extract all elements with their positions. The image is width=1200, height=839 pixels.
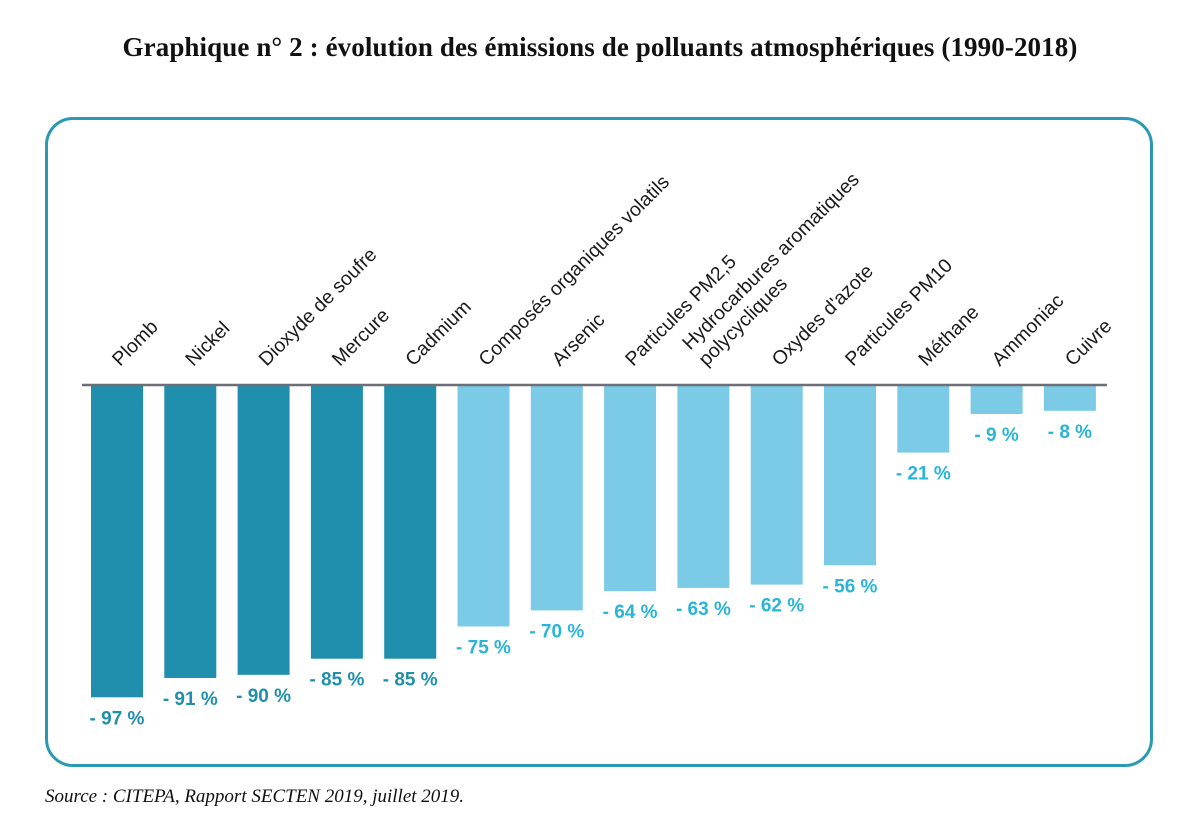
category-label-3: Mercure xyxy=(328,304,394,370)
value-label-12: - 9 % xyxy=(974,425,1018,446)
category-label-line: Cadmium xyxy=(401,296,476,371)
bar-10 xyxy=(824,385,876,566)
bar-8 xyxy=(677,385,730,588)
bar-11 xyxy=(897,385,950,453)
bar-0 xyxy=(91,385,143,698)
value-label-3: - 85 % xyxy=(309,670,364,691)
category-label-line: Mercure xyxy=(328,304,394,370)
category-label-line: Arsenic xyxy=(548,309,610,371)
bar-1 xyxy=(164,385,217,678)
category-label-line: Ammoniac xyxy=(988,290,1069,371)
value-label-1: - 91 % xyxy=(163,689,218,710)
bar-9 xyxy=(750,385,803,585)
value-label-5: - 75 % xyxy=(456,638,511,659)
category-label-line: Plomb xyxy=(108,316,163,371)
value-label-8: - 63 % xyxy=(676,599,731,620)
bar-13 xyxy=(1043,385,1096,411)
value-label-0: - 97 % xyxy=(90,708,145,729)
category-label-line: Nickel xyxy=(181,317,234,370)
bar-7 xyxy=(604,385,657,592)
category-label-0: Plomb xyxy=(108,316,163,371)
category-label-line: Hydrocarbures aromatiques xyxy=(678,168,864,354)
value-label-4: - 85 % xyxy=(383,670,438,691)
bar-6 xyxy=(530,385,583,611)
category-label-12: Ammoniac xyxy=(988,290,1069,371)
category-label-11: Méthane xyxy=(914,301,983,370)
bar-4 xyxy=(384,385,437,659)
bar-12 xyxy=(970,385,1023,414)
category-label-line: Méthane xyxy=(914,301,983,370)
bar-2 xyxy=(237,385,290,675)
value-label-10: - 56 % xyxy=(823,576,878,597)
value-label-13: - 8 % xyxy=(1048,422,1092,443)
category-label-6: Arsenic xyxy=(548,309,610,371)
source-note: Source : CITEPA, Rapport SECTEN 2019, ju… xyxy=(45,786,465,807)
value-label-7: - 64 % xyxy=(603,602,658,623)
value-label-11: - 21 % xyxy=(896,464,951,485)
chart-title: Graphique n° 2 : évolution des émissions… xyxy=(122,32,1078,62)
category-label-13: Cuivre xyxy=(1061,315,1116,370)
category-label-4: Cadmium xyxy=(401,296,476,371)
value-label-2: - 90 % xyxy=(236,686,291,707)
chart-frame xyxy=(45,117,1153,767)
bar-3 xyxy=(310,385,363,659)
value-label-9: - 62 % xyxy=(749,596,804,617)
bar-5 xyxy=(457,385,510,627)
value-label-6: - 70 % xyxy=(529,621,584,642)
category-label-1: Nickel xyxy=(181,317,234,370)
category-label-line: Cuivre xyxy=(1061,315,1116,370)
